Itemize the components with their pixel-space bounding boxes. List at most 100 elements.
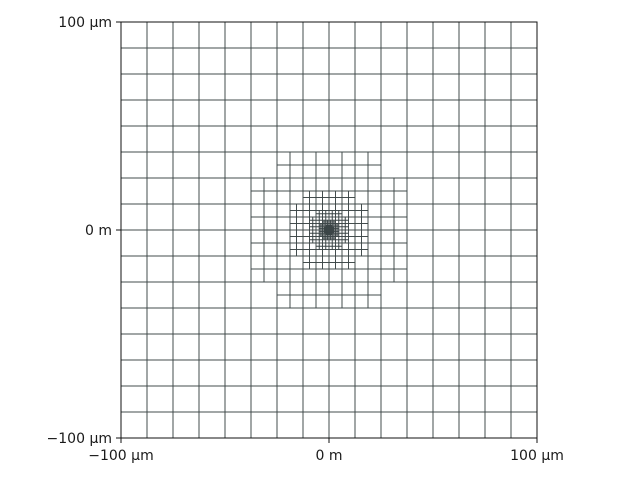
mesh-cell: [328, 281, 343, 296]
mesh-cell: [302, 190, 310, 198]
mesh-cell: [484, 151, 512, 179]
mesh-cell: [309, 242, 317, 250]
mesh-cell: [172, 281, 200, 309]
mesh-cell: [338, 213, 343, 218]
mesh-cell: [354, 21, 382, 49]
mesh-cell: [302, 177, 317, 192]
mesh-cell: [250, 21, 278, 49]
mesh-cell: [432, 203, 460, 231]
mesh-cell: [198, 359, 226, 387]
mesh-cell: [146, 151, 174, 179]
mesh-cell: [335, 262, 343, 270]
mesh-cell: [484, 385, 512, 413]
mesh-cell: [432, 281, 460, 309]
mesh-cell: [458, 359, 486, 387]
mesh-cell: [348, 262, 356, 270]
mesh-cell: [380, 203, 395, 218]
mesh-cell: [302, 229, 310, 237]
mesh-cell: [325, 210, 330, 215]
mesh-cell: [289, 229, 297, 237]
mesh-cell: [315, 229, 320, 234]
mesh-cell: [309, 255, 317, 263]
mesh-cell: [302, 73, 330, 101]
mesh-cell: [458, 307, 486, 335]
mesh-cell: [276, 268, 291, 283]
mesh-cell: [312, 216, 317, 221]
mesh-cell: [354, 177, 369, 192]
mesh-cell: [406, 229, 434, 257]
mesh-cell: [344, 236, 349, 241]
mesh-cell: [348, 255, 356, 263]
mesh-cell: [406, 203, 434, 231]
mesh-cell: [344, 223, 349, 228]
mesh-cell: [367, 151, 382, 166]
mesh-cell: [406, 255, 434, 283]
mesh-cell: [309, 239, 314, 244]
mesh-cell: [341, 226, 346, 231]
mesh-cell: [328, 210, 333, 215]
mesh-cell: [296, 236, 304, 244]
mesh-cell: [263, 190, 278, 205]
mesh-cell: [367, 242, 382, 257]
mesh-cell: [328, 73, 356, 101]
mesh-cell: [328, 268, 343, 283]
mesh-cell: [354, 333, 382, 361]
mesh-cell: [315, 236, 320, 241]
mesh-cell: [315, 213, 320, 218]
mesh-cell: [312, 226, 317, 231]
mesh-cell: [341, 223, 346, 228]
mesh-cell: [393, 242, 408, 257]
mesh-cell: [309, 262, 317, 270]
mesh-cell: [172, 99, 200, 127]
mesh-cell: [367, 268, 382, 283]
mesh-cell: [406, 125, 434, 153]
mesh-cell: [276, 294, 291, 309]
mesh-cell: [309, 190, 317, 198]
mesh-cell: [354, 190, 369, 205]
mesh-cell: [120, 411, 148, 439]
mesh-cell: [348, 242, 356, 250]
mesh-cell: [361, 203, 369, 211]
mesh-cell: [328, 216, 333, 221]
mesh-cell: [338, 210, 343, 215]
mesh-cell: [344, 216, 349, 221]
mesh-cell: [250, 255, 265, 270]
mesh-cell: [146, 281, 174, 309]
mesh-cell: [458, 229, 486, 257]
mesh-cell: [328, 359, 356, 387]
mesh-cell: [348, 229, 356, 237]
mesh-cell: [458, 177, 486, 205]
mesh-cell: [328, 21, 356, 49]
mesh-cell: [318, 236, 323, 241]
mesh-cell: [276, 242, 291, 257]
mesh-cell: [250, 307, 278, 335]
mesh-cell: [406, 47, 434, 75]
mesh-cell: [354, 229, 362, 237]
mesh-cell: [312, 223, 317, 228]
mesh-cell: [146, 411, 174, 439]
mesh-cell: [458, 203, 486, 231]
mesh-cell: [354, 242, 362, 250]
mesh-cell: [322, 249, 330, 257]
mesh-cell: [328, 190, 336, 198]
mesh-cell: [354, 210, 362, 218]
mesh-cell: [380, 21, 408, 49]
mesh-cell: [172, 73, 200, 101]
mesh-cell: [322, 239, 327, 244]
mesh-cell: [224, 21, 252, 49]
mesh-cell: [198, 47, 226, 75]
mesh-cell: [354, 307, 382, 335]
mesh-cell: [432, 177, 460, 205]
mesh-cell: [318, 219, 323, 224]
mesh-cell: [328, 249, 336, 257]
mesh-cell: [312, 229, 317, 234]
mesh-cell: [344, 229, 349, 234]
mesh-cell: [120, 255, 148, 283]
mesh-cell: [393, 177, 408, 192]
mesh-cell: [296, 249, 304, 257]
mesh-cell: [367, 216, 382, 231]
mesh-cell: [172, 151, 200, 179]
mesh-cell: [250, 216, 265, 231]
mesh-cell: [120, 21, 148, 49]
mesh-cell: [406, 359, 434, 387]
